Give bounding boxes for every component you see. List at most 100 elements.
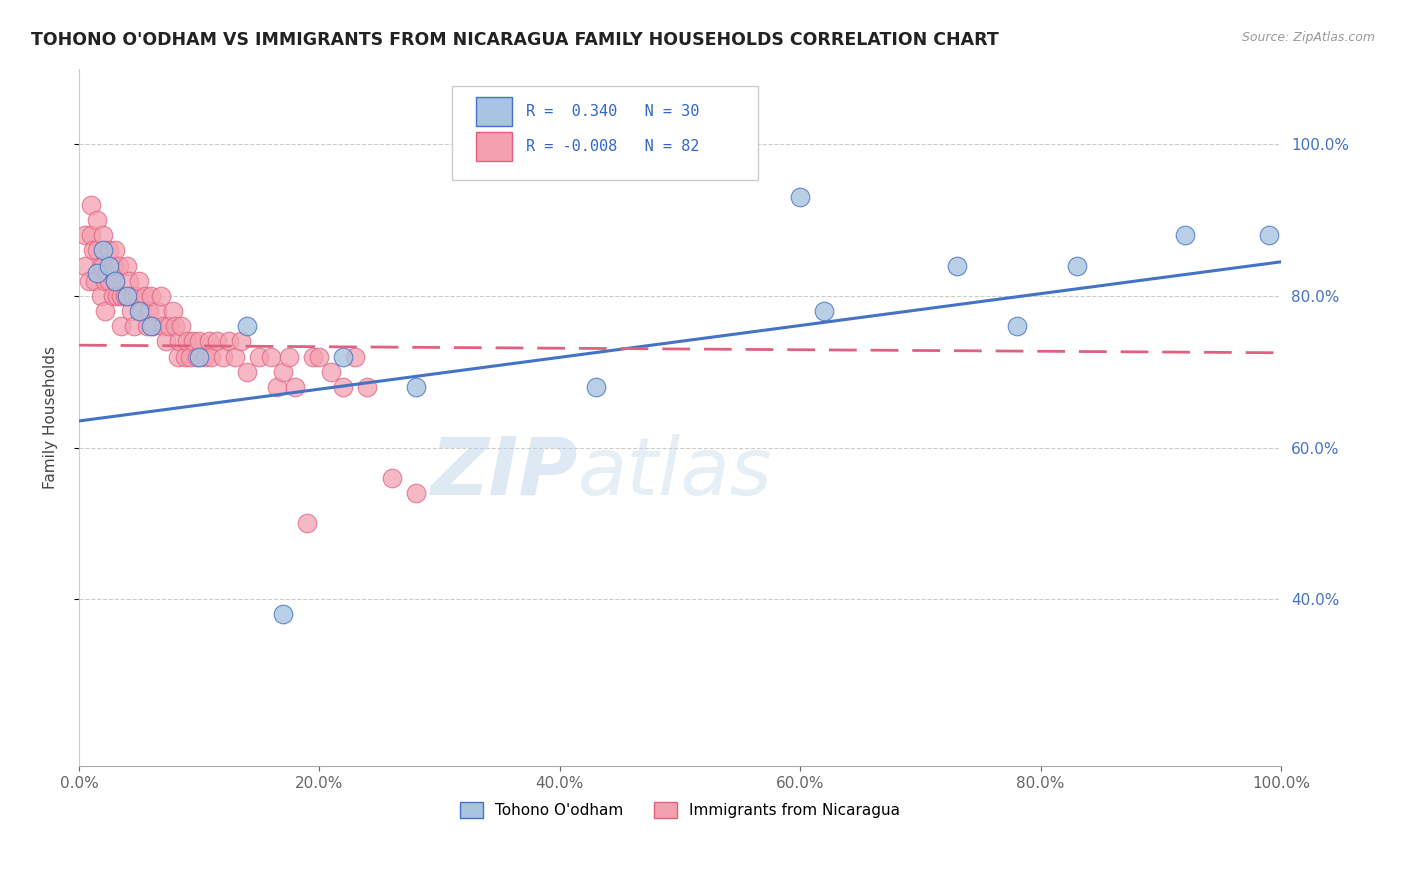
Point (139, 289, 162, 303)
Point (1066, 259, 1088, 273)
Point (344, 350, 367, 364)
Point (90, 289, 112, 303)
FancyBboxPatch shape (451, 86, 758, 180)
Point (167, 334, 190, 349)
Point (82, 244, 104, 258)
Point (91, 228, 114, 243)
Text: R = -0.008   N = 82: R = -0.008 N = 82 (526, 139, 700, 154)
Point (80, 228, 103, 243)
Point (104, 274, 127, 288)
FancyBboxPatch shape (475, 132, 512, 161)
Point (104, 244, 127, 258)
Point (107, 289, 129, 303)
Point (297, 516, 319, 531)
Point (101, 289, 124, 303)
Point (136, 319, 159, 334)
Point (118, 274, 141, 288)
Point (194, 350, 217, 364)
Point (380, 471, 402, 485)
Point (218, 334, 240, 349)
Point (146, 304, 169, 318)
Point (945, 259, 967, 273)
Point (104, 274, 127, 288)
Point (200, 350, 222, 364)
Point (188, 350, 211, 364)
Point (231, 334, 253, 349)
Point (321, 365, 343, 379)
Point (162, 304, 184, 318)
Point (197, 334, 219, 349)
Point (224, 350, 246, 364)
Point (152, 319, 174, 334)
Point (273, 365, 295, 379)
FancyBboxPatch shape (475, 97, 512, 127)
Point (166, 350, 188, 364)
Point (122, 289, 145, 303)
Point (181, 334, 204, 349)
Point (77, 274, 100, 288)
Point (142, 319, 165, 334)
Point (273, 607, 295, 622)
Point (128, 274, 150, 288)
Text: ZIP: ZIP (430, 434, 578, 512)
Point (332, 350, 354, 364)
Text: atlas: atlas (578, 434, 772, 512)
Point (134, 289, 156, 303)
Point (73, 228, 96, 243)
Point (789, 190, 811, 204)
Text: R =  0.340   N = 30: R = 0.340 N = 30 (526, 104, 700, 120)
Legend: Tohono O'odham, Immigrants from Nicaragua: Tohono O'odham, Immigrants from Nicaragu… (454, 797, 907, 824)
Point (91, 259, 114, 273)
Point (157, 319, 180, 334)
Point (90, 259, 112, 273)
Point (110, 319, 132, 334)
Point (236, 319, 259, 334)
Point (302, 350, 325, 364)
Point (260, 350, 283, 364)
Point (278, 350, 301, 364)
Point (98, 244, 121, 258)
Point (308, 350, 330, 364)
Point (91, 244, 114, 258)
Y-axis label: Family Households: Family Households (44, 346, 58, 489)
Point (128, 304, 150, 318)
Point (332, 380, 354, 394)
Point (115, 289, 138, 303)
Point (205, 334, 228, 349)
Point (236, 365, 259, 379)
Point (405, 380, 427, 394)
Point (98, 259, 121, 273)
Point (585, 380, 607, 394)
Point (86, 244, 108, 258)
Point (131, 304, 153, 318)
Point (266, 380, 288, 394)
Point (125, 289, 148, 303)
Point (356, 380, 378, 394)
Point (138, 304, 160, 318)
Point (1174, 228, 1197, 243)
Text: TOHONO O'ODHAM VS IMMIGRANTS FROM NICARAGUA FAMILY HOUSEHOLDS CORRELATION CHART: TOHONO O'ODHAM VS IMMIGRANTS FROM NICARA… (31, 31, 998, 49)
Point (98, 274, 121, 288)
Point (96, 266, 118, 280)
Point (1005, 319, 1028, 334)
Point (188, 334, 211, 349)
Point (1258, 228, 1281, 243)
Point (247, 350, 270, 364)
Point (94, 274, 117, 288)
Point (149, 289, 172, 303)
Point (115, 289, 138, 303)
Point (101, 259, 124, 273)
Point (120, 304, 142, 318)
Point (73, 259, 96, 273)
Point (284, 380, 307, 394)
Point (114, 289, 136, 303)
Point (110, 289, 132, 303)
Point (83, 274, 105, 288)
Point (170, 319, 193, 334)
Point (80, 198, 103, 212)
Point (94, 304, 117, 318)
Point (173, 350, 195, 364)
Point (115, 259, 138, 273)
Point (122, 319, 145, 334)
Point (813, 304, 835, 318)
